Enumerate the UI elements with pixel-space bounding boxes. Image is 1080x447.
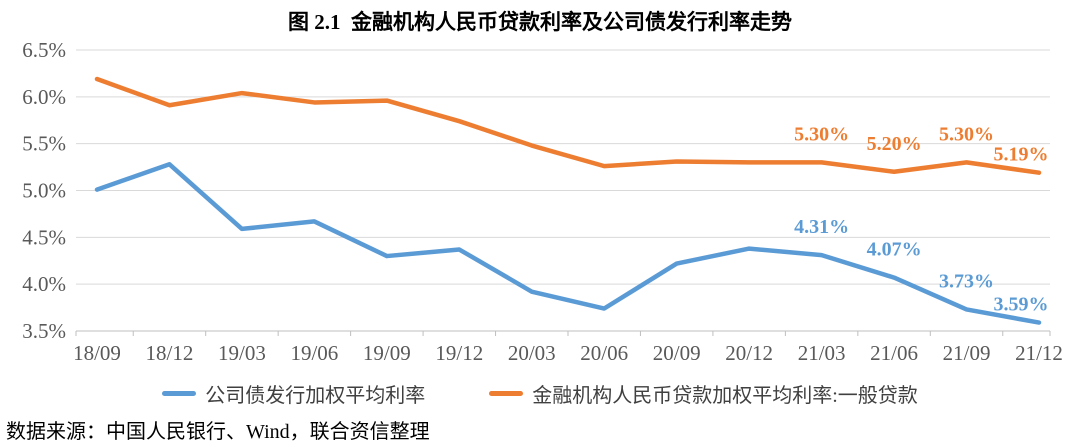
legend-label-general-loan-rate: 金融机构人民币贷款加权平均利率:一般贷款 — [532, 385, 918, 407]
y-axis-tick-label: 4.5% — [22, 225, 66, 249]
chart-title: 图 2.1 金融机构人民币贷款利率及公司债发行利率走势 — [288, 10, 792, 34]
data-point-label: 5.20% — [867, 133, 922, 155]
y-axis-tick-label: 4.0% — [22, 272, 66, 296]
data-point-label: 5.30% — [794, 123, 849, 145]
x-axis-tick-label: 18/09 — [73, 341, 121, 365]
data-source-note: 数据来源：中国人民银行、Wind，联合资信整理 — [6, 421, 430, 443]
x-axis-tick-label: 21/06 — [870, 341, 918, 365]
legend: 公司债发行加权平均利率 金融机构人民币贷款加权平均利率:一般贷款 — [0, 379, 1080, 408]
y-axis-tick-label: 5.5% — [22, 132, 66, 156]
legend-item-general-loan-rate: 金融机构人民币贷款加权平均利率:一般贷款 — [489, 379, 918, 408]
x-axis-tick-label: 20/06 — [580, 341, 628, 365]
x-axis-tick-label: 19/12 — [435, 341, 483, 365]
legend-swatch-orange-line-icon — [489, 391, 524, 396]
x-axis-tick-label: 20/12 — [725, 341, 773, 365]
y-axis-tick-label: 6.0% — [22, 85, 66, 109]
data-point-label: 3.73% — [939, 270, 994, 292]
x-axis-tick-label: 20/03 — [508, 341, 556, 365]
data-point-label: 3.59% — [994, 294, 1049, 316]
y-axis-tick-label: 3.5% — [22, 319, 66, 343]
legend-swatch-blue-line-icon — [162, 391, 197, 396]
x-axis-tick-label: 19/09 — [363, 341, 411, 365]
series-line-1 — [94, 76, 1042, 175]
legend-item-corporate-bond-rate: 公司债发行加权平均利率 — [162, 379, 425, 408]
legend-label-corporate-bond-rate: 公司债发行加权平均利率 — [205, 385, 426, 407]
x-axis-tick-label: 21/09 — [943, 341, 991, 365]
x-axis-tick-label: 20/09 — [653, 341, 701, 365]
x-axis-tick-label: 19/03 — [218, 341, 266, 365]
data-point-label: 5.19% — [994, 144, 1049, 166]
x-axis-tick-label: 21/03 — [798, 341, 846, 365]
data-point-label: 4.31% — [794, 216, 849, 238]
x-axis-tick-label: 21/12 — [1015, 341, 1063, 365]
y-axis-tick-label: 5.0% — [22, 179, 66, 203]
y-axis-tick-label: 6.5% — [22, 38, 66, 62]
data-point-label: 4.07% — [867, 239, 922, 261]
data-point-label: 5.30% — [939, 123, 994, 145]
x-axis-tick-label: 18/12 — [146, 341, 194, 365]
x-axis-tick-label: 19/06 — [290, 341, 338, 365]
series-line-0 — [94, 162, 1042, 325]
